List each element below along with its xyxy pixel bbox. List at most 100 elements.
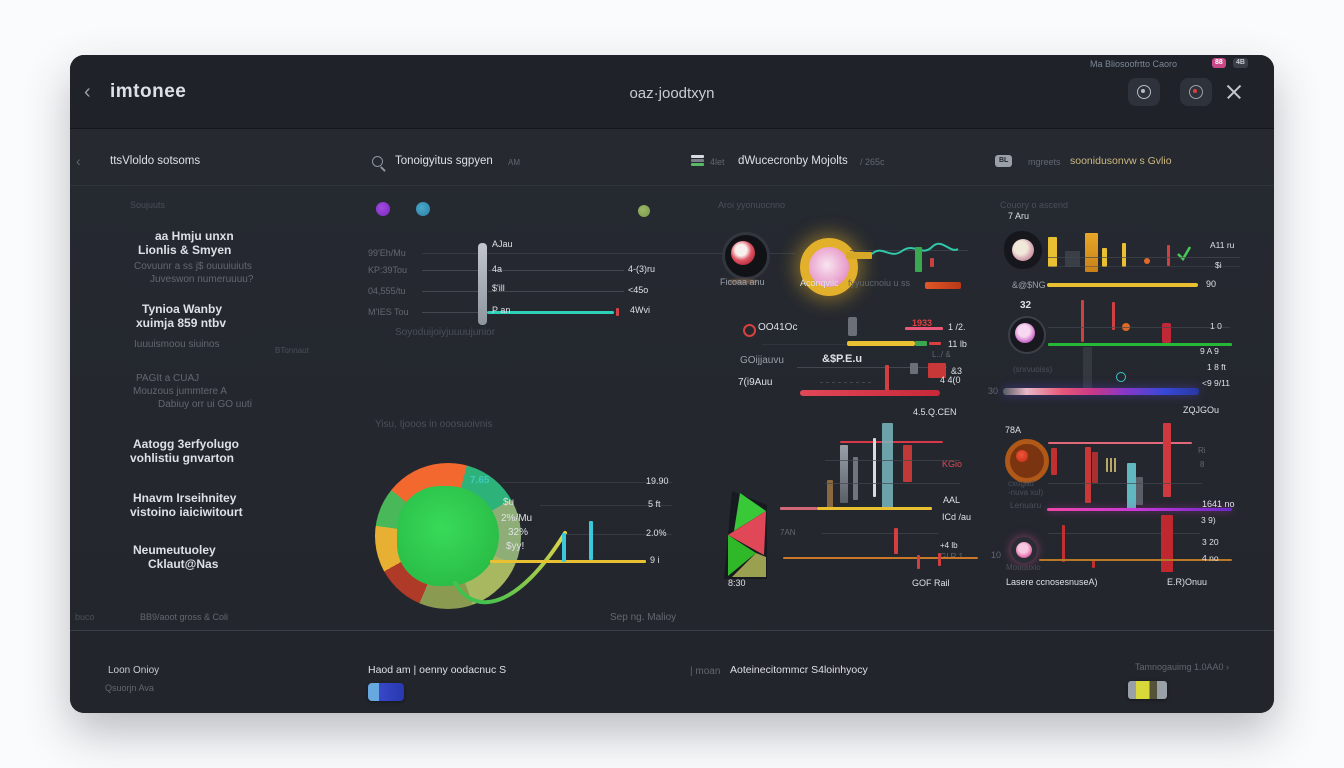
- s3-green-line: [1048, 343, 1232, 346]
- s1-green-check-icon: [1177, 246, 1192, 261]
- row1-gray-bar: [848, 317, 857, 336]
- summary-avatar-4-label: 10: [991, 550, 1002, 560]
- legend-dot-green[interactable]: [638, 205, 650, 217]
- sidebar-item-6-title[interactable]: Neumeutuoley: [133, 543, 216, 557]
- candle-teal-bar: [882, 423, 893, 510]
- candle-red-bar: [903, 445, 912, 482]
- sidebar-item-5-title2[interactable]: vistoino iaiciwitourt: [130, 505, 243, 519]
- gradient-bar-value: ZQJGOu: [1183, 405, 1220, 415]
- s1-dark-bar: [1065, 251, 1080, 267]
- candle-gray-bar-2: [853, 457, 858, 500]
- gauge-teal-line: [487, 310, 614, 314]
- back-icon[interactable]: ‹: [84, 81, 91, 103]
- sidebar-item-1-sub2: Juveswon numeruuuu?: [150, 274, 254, 285]
- sidebar-item-2-title[interactable]: Tynioa Wanby: [142, 302, 223, 316]
- sidebar-item-4-title[interactable]: Aatogg 3erfyolugo: [133, 437, 240, 451]
- metric-row-2-sub: L../ &: [932, 350, 951, 359]
- metric-row-1-label[interactable]: OO41Oc: [758, 322, 798, 333]
- summary-avatar-3[interactable]: [1005, 439, 1049, 483]
- sidebar-item-4-title2[interactable]: vohlistiu gnvarton: [130, 451, 235, 465]
- footer-mid-label[interactable]: Aoteinecitommcr S4loinhyocy: [730, 664, 868, 676]
- section-header-watchlist[interactable]: ttsVloldo sotsoms: [110, 155, 201, 167]
- summary-row-2-label: &@$NG: [1012, 280, 1046, 290]
- wide-red-bar-label: 4.5.Q.CEN: [913, 407, 957, 417]
- record-button[interactable]: [1180, 78, 1212, 106]
- metric-row-4-label[interactable]: 7(i9Auu: [738, 377, 773, 388]
- s5-red-wide-bar: [1161, 515, 1173, 572]
- window-center-title: oaz·joodtxyn: [629, 85, 715, 102]
- collapse-chevron-icon[interactable]: ‹: [76, 153, 81, 169]
- gauge-row-1-label: 99'Eh/Mu: [368, 248, 406, 258]
- gauge-row-3-label: 04,555/tu: [368, 286, 406, 296]
- s3-red-spike-2: [1112, 302, 1115, 330]
- candle-kpi-3: ICd /au: [942, 512, 972, 522]
- metric-row-3-label[interactable]: GOijjauvu: [740, 355, 784, 366]
- orange-baseline: [783, 557, 978, 559]
- row3-gridline: [797, 367, 947, 368]
- section-header-markets[interactable]: dWucecronby Mojolts: [738, 155, 848, 167]
- summary-row-3-faint: (snrvuoiss): [1013, 365, 1053, 374]
- legend-dot-teal[interactable]: [416, 202, 430, 216]
- sidebar-item-3-line1[interactable]: PAGIt a CUAJ: [136, 373, 200, 384]
- s3-red-blob: [1162, 323, 1171, 343]
- sidebar-item-1-title2[interactable]: Lionlis & Smyen: [138, 243, 232, 257]
- footer-bar: [70, 630, 1274, 713]
- summary-avatar-1-photo: [1012, 239, 1034, 261]
- pie-gridline-2: [540, 505, 672, 506]
- section-header-summary[interactable]: soonidusonvw s Gvlio: [1070, 155, 1172, 167]
- s5-red-thin-1: [1062, 525, 1065, 562]
- allocation-pie-chart[interactable]: [375, 463, 521, 609]
- s4-red-bar-2: [1085, 447, 1091, 503]
- bl-badge-icon: BL: [995, 155, 1013, 168]
- gauge-vertical-bar[interactable]: [478, 243, 487, 325]
- metric-row-2-value: 11 lb: [948, 339, 967, 349]
- candle-gray-bar-1: [840, 445, 848, 503]
- pie-teal-bar-1: [562, 533, 566, 562]
- footer-center-badge-icon[interactable]: [368, 683, 404, 701]
- section-header-4-prefix: mgreets: [1028, 157, 1061, 167]
- section-header-overview[interactable]: Tonoigyitus sgpyen: [395, 155, 493, 167]
- candle-gridline-3: [822, 533, 938, 534]
- summary-row-1-value1: A11 ru: [1210, 240, 1235, 250]
- candle-gridline-2: [825, 483, 960, 484]
- avatar-2-glow-ring[interactable]: [800, 238, 858, 296]
- row2-red-segment: [929, 342, 941, 345]
- lens-icon: [1137, 85, 1151, 99]
- s1-red-tick: [1167, 245, 1170, 266]
- s1-orange-dot: [1144, 258, 1150, 264]
- magenta-line: [1047, 508, 1232, 511]
- yellow-line-segment: [817, 507, 932, 510]
- summary-faint-2: -nuva xul): [1008, 488, 1044, 497]
- search-icon[interactable]: [372, 156, 383, 167]
- legend-dot-purple[interactable]: [376, 202, 390, 216]
- sidebar-item-6-title2[interactable]: Cklaut@Nas: [148, 557, 219, 571]
- header-badge-pink: 88: [1212, 58, 1226, 69]
- title-bar: [70, 55, 1274, 129]
- summary-row-3-value3: 1 8 ft: [1207, 362, 1226, 372]
- footer-right-label[interactable]: Tamnogauimg 1.0AA0 ›: [1135, 662, 1230, 672]
- camera-button[interactable]: [1128, 78, 1160, 106]
- sidebar-item-3-line2[interactable]: Mouzous jummtere A: [133, 386, 227, 397]
- s4-teal-bar: [1127, 463, 1136, 510]
- gradient-bar-label: 30: [988, 386, 999, 396]
- pie-value-2: 5 ft: [648, 499, 661, 509]
- close-icon[interactable]: [1226, 84, 1242, 100]
- gauge-gridline-3b: [488, 291, 624, 292]
- app-window: ‹ imtonee oaz·joodtxyn Ma Bliosoofrtto C…: [70, 55, 1274, 713]
- sidebar-item-2-title2[interactable]: xuimja 859 ntbv: [136, 316, 227, 330]
- triangles-icon[interactable]: [722, 491, 768, 579]
- gauge-gridline-2a: [422, 270, 478, 271]
- footer-right-badge-icon[interactable]: [1128, 681, 1167, 699]
- gradient-progress-bar[interactable]: [1003, 388, 1199, 395]
- sidebar-item-1-title[interactable]: aa Hmju unxn: [155, 229, 234, 243]
- summary-faint-1: cxogad: [1008, 479, 1034, 488]
- avatar-2-connector-bar: [846, 252, 872, 259]
- row3-red-bar: [928, 363, 946, 378]
- sidebar-item-2-sub: Iuuuismoou siuinos: [134, 339, 220, 350]
- footer-left-title[interactable]: Loon Onioy: [108, 665, 160, 676]
- s5-gridline: [1048, 533, 1200, 534]
- sidebar-item-5-title[interactable]: Hnavm Irseihnitey: [133, 491, 237, 505]
- footer-center-label[interactable]: Haod am | oenny oodacnuc S: [368, 664, 507, 676]
- sidebar-item-1-sub1: Covuunr a ss j$ ouuuiuiuts: [134, 261, 252, 272]
- s4-pink-line: [1048, 442, 1192, 444]
